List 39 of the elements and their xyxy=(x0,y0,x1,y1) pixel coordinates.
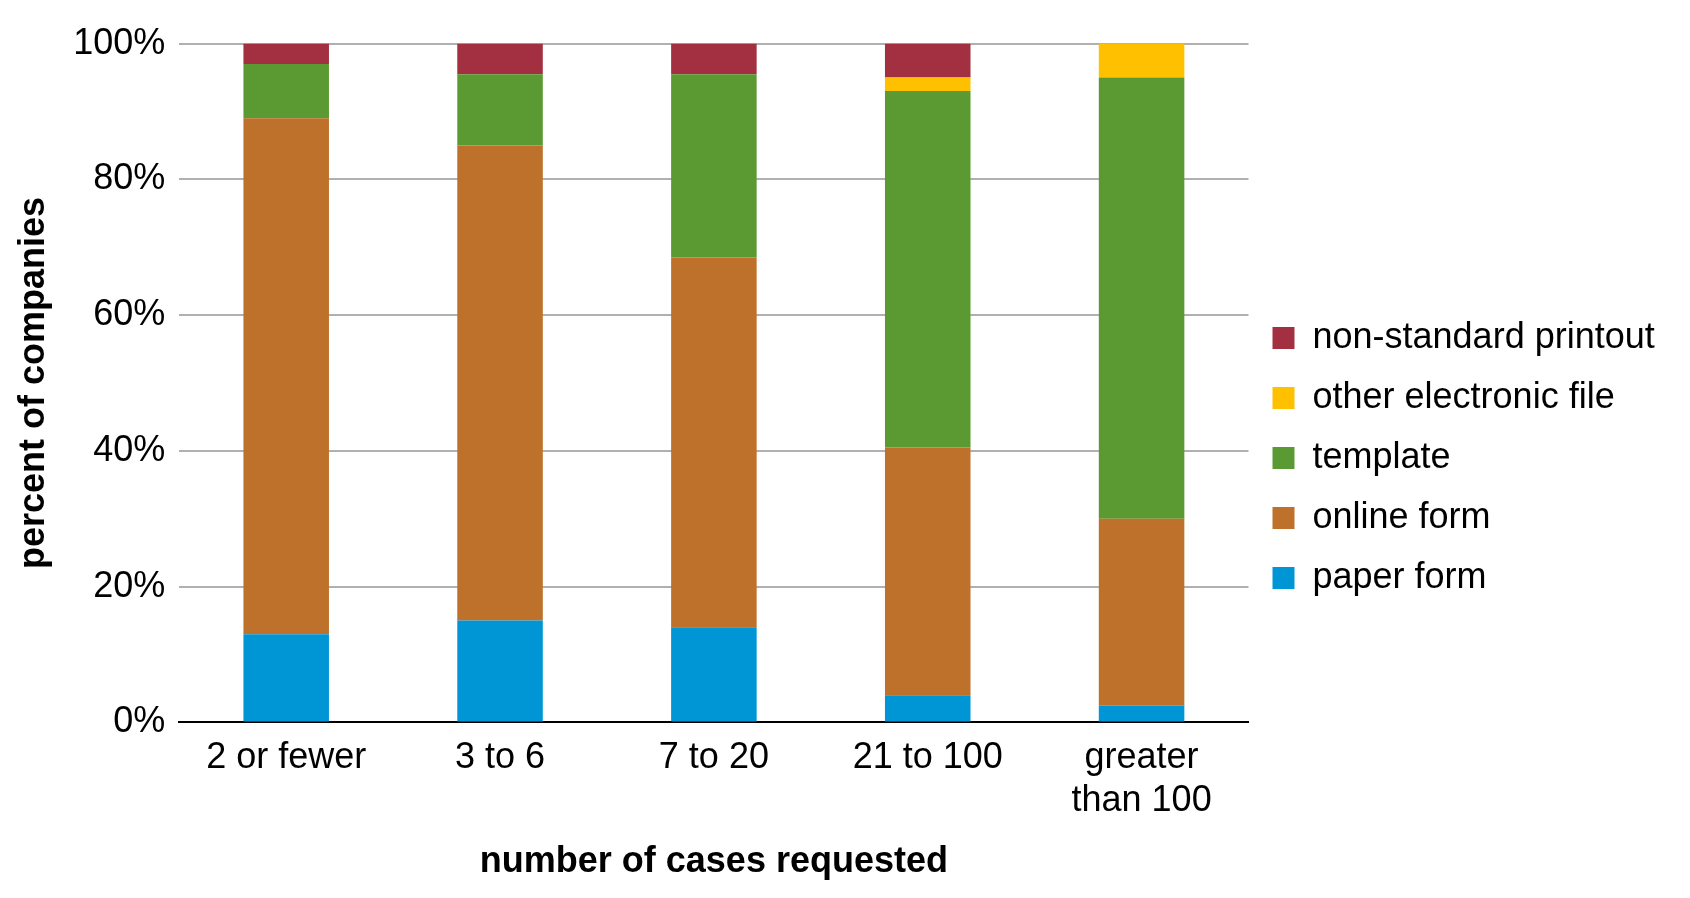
bar xyxy=(884,77,971,92)
legend-label: non-standard printout xyxy=(1312,314,1655,356)
x-tick-label: greater than 100 xyxy=(1071,734,1212,820)
x-tick-label: 21 to 100 xyxy=(852,734,1003,776)
bar xyxy=(1098,77,1185,519)
legend-label: other electronic file xyxy=(1312,374,1615,416)
bar xyxy=(1098,43,1185,78)
bar xyxy=(884,695,971,722)
bar xyxy=(884,43,971,78)
y-tick-label: 100% xyxy=(73,20,166,62)
y-tick-label: 40% xyxy=(93,427,166,469)
bar xyxy=(243,634,329,722)
bar xyxy=(243,63,329,119)
bar xyxy=(1098,518,1185,706)
y-axis-title: percent of companies xyxy=(10,196,52,570)
x-tick-label: 2 or fewer xyxy=(206,734,367,776)
y-tick-label: 20% xyxy=(93,563,166,605)
bar xyxy=(884,91,971,448)
bar xyxy=(671,257,757,628)
legend-label: online form xyxy=(1312,494,1491,536)
bar xyxy=(1098,705,1185,722)
y-tick-label: 0% xyxy=(113,699,166,741)
x-tick-label: 3 to 6 xyxy=(455,734,546,776)
bar xyxy=(457,620,543,722)
bar xyxy=(884,447,971,696)
bar xyxy=(671,74,757,258)
y-tick-label: 60% xyxy=(93,292,166,334)
bar xyxy=(671,627,757,722)
bar xyxy=(671,43,757,75)
bar xyxy=(457,43,543,75)
x-tick-label: 7 to 20 xyxy=(658,734,769,776)
bar xyxy=(243,118,329,635)
x-axis-title: number of cases requested xyxy=(479,839,948,881)
legend-label: template xyxy=(1312,434,1451,476)
bar xyxy=(243,43,329,64)
bar xyxy=(457,145,543,621)
y-tick-label: 80% xyxy=(93,156,166,198)
legend-label: paper form xyxy=(1312,554,1487,596)
bar xyxy=(457,74,543,146)
